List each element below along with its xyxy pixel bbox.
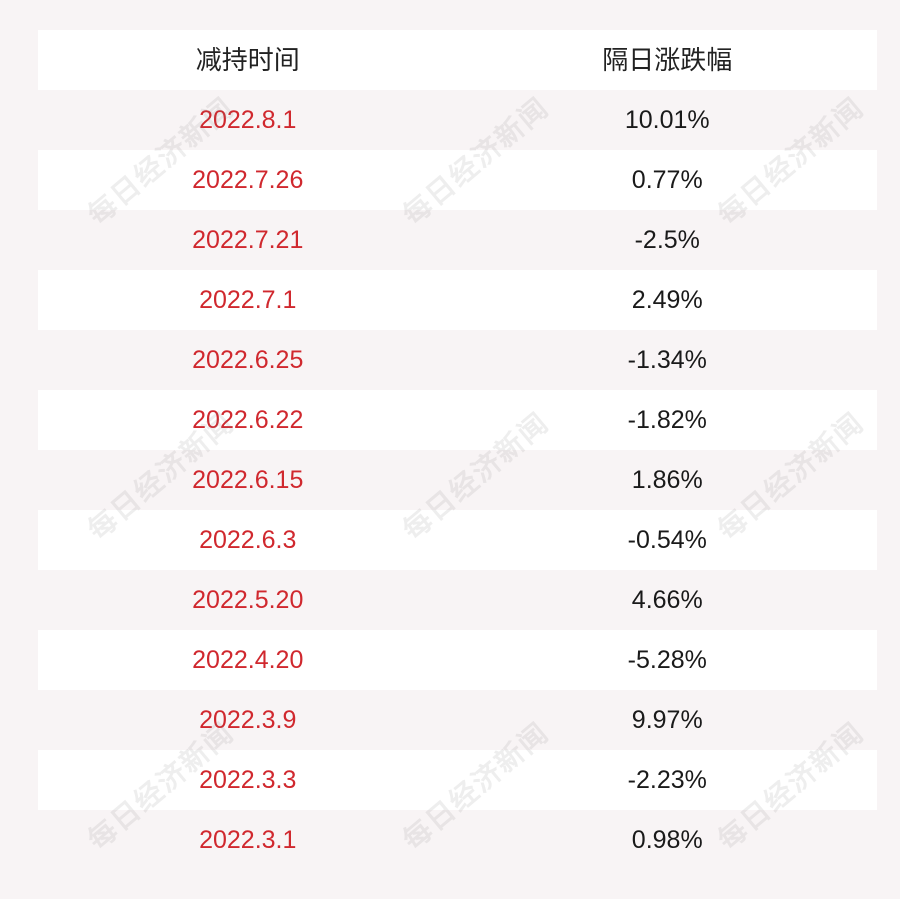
reduction-table: 减持时间 隔日涨跌幅 2022.8.1 10.01% 2022.7.26 0.77% 2… bbox=[38, 30, 877, 870]
next-day-change-cell: 4.66% bbox=[631, 586, 703, 614]
next-day-change-cell: -0.54% bbox=[627, 526, 707, 554]
reduction-date-cell: 2022.3.3 bbox=[199, 766, 297, 794]
table-row: 2022.8.1 10.01% bbox=[38, 90, 877, 150]
reduction-date-cell: 2022.6.22 bbox=[192, 406, 304, 434]
reduction-date-cell: 2022.5.20 bbox=[192, 586, 304, 614]
table-row: 2022.3.9 9.97% bbox=[38, 690, 877, 750]
table-row: 2022.5.20 4.66% bbox=[38, 570, 877, 630]
table-row: 2022.6.3 -0.54% bbox=[38, 510, 877, 570]
next-day-change-cell: -1.34% bbox=[627, 346, 707, 374]
reduction-date-cell: 2022.7.26 bbox=[192, 166, 304, 194]
table-row: 2022.6.25 -1.34% bbox=[38, 330, 877, 390]
table-row: 2022.3.1 0.98% bbox=[38, 810, 877, 870]
table-row: 2022.6.22 -1.82% bbox=[38, 390, 877, 450]
table-row: 2022.3.3 -2.23% bbox=[38, 750, 877, 810]
table-body: 2022.8.1 10.01% 2022.7.26 0.77% 2022.7.21 -2.… bbox=[38, 90, 877, 870]
table-row: 2022.7.21 -2.5% bbox=[38, 210, 877, 270]
header-next-day-change: 隔日涨跌幅 bbox=[602, 45, 733, 75]
reduction-date-cell: 2022.6.15 bbox=[192, 466, 304, 494]
next-day-change-cell: 9.97% bbox=[631, 706, 703, 734]
next-day-change-cell: -2.5% bbox=[634, 226, 700, 254]
next-day-change-cell: 1.86% bbox=[631, 466, 703, 494]
table-row: 2022.7.26 0.77% bbox=[38, 150, 877, 210]
reduction-date-cell: 2022.3.9 bbox=[199, 706, 297, 734]
reduction-date-cell: 2022.8.1 bbox=[199, 106, 297, 134]
reduction-date-cell: 2022.3.1 bbox=[199, 826, 297, 854]
next-day-change-cell: 0.98% bbox=[631, 826, 703, 854]
next-day-change-cell: -1.82% bbox=[627, 406, 707, 434]
next-day-change-cell: 10.01% bbox=[624, 106, 710, 134]
table-row: 2022.6.15 1.86% bbox=[38, 450, 877, 510]
reduction-date-cell: 2022.7.21 bbox=[192, 226, 304, 254]
reduction-date-cell: 2022.4.20 bbox=[192, 646, 304, 674]
table-row: 2022.4.20 -5.28% bbox=[38, 630, 877, 690]
reduction-date-cell: 2022.6.25 bbox=[192, 346, 304, 374]
table-row: 2022.7.1 2.49% bbox=[38, 270, 877, 330]
table-header-row: 减持时间 隔日涨跌幅 bbox=[38, 30, 877, 90]
next-day-change-cell: -2.23% bbox=[627, 766, 707, 794]
next-day-change-cell: -5.28% bbox=[627, 646, 707, 674]
reduction-date-cell: 2022.6.3 bbox=[199, 526, 297, 554]
header-reduction-date: 减持时间 bbox=[195, 45, 300, 75]
reduction-date-cell: 2022.7.1 bbox=[199, 286, 297, 314]
next-day-change-cell: 2.49% bbox=[631, 286, 703, 314]
next-day-change-cell: 0.77% bbox=[631, 166, 703, 194]
